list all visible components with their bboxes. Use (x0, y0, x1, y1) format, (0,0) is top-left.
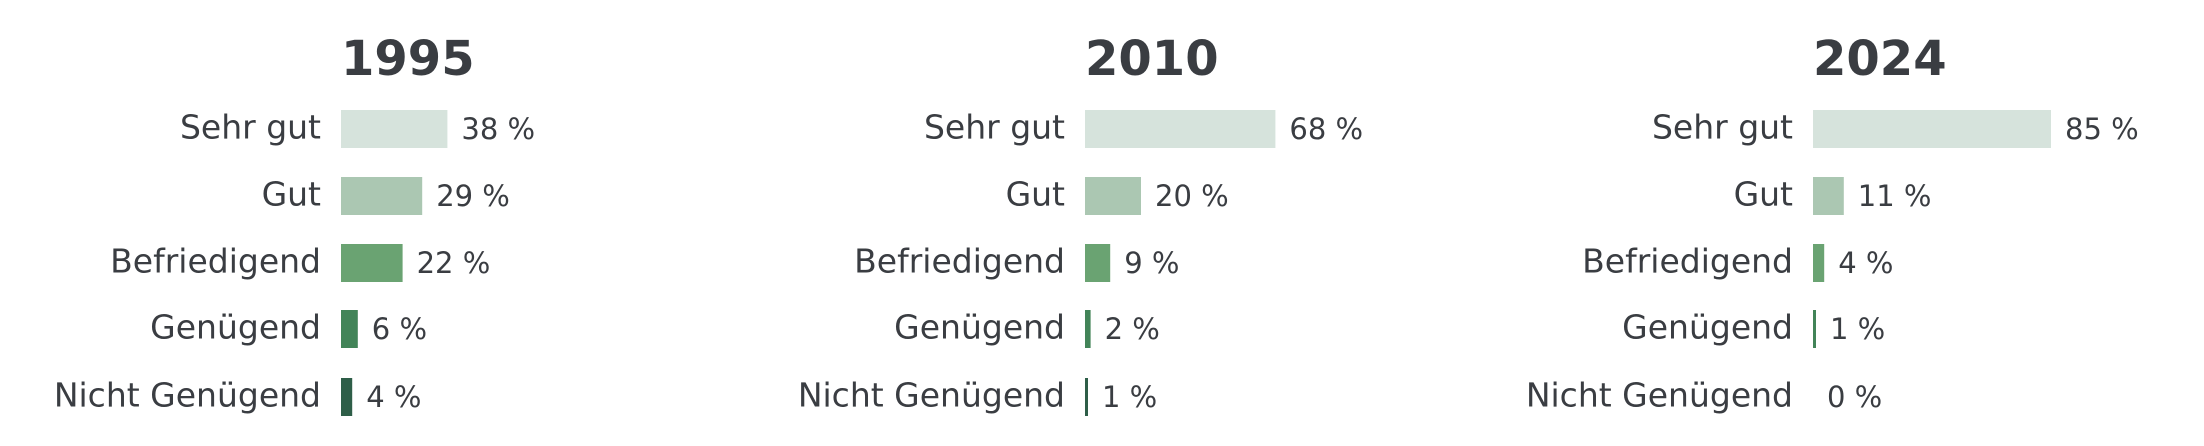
category-label: Nicht Genügend (1526, 376, 1793, 415)
data-label: 9 % (1124, 246, 1179, 280)
data-label: 68 % (1289, 112, 1363, 146)
chart-panel-2024: 2024 Sehr gut 85 % Gut 11 % Befriedigend 4 % Ge… (1526, 31, 2139, 415)
category-label: Genügend (1622, 308, 1793, 347)
data-label: 29 % (436, 179, 510, 213)
chart-panel-1995: 1995 Sehr gut 38 % Gut 29 % Befriedigend 22 % G… (54, 31, 535, 416)
chart-panel-2010: 2010 Sehr gut 68 % Gut 20 % Befriedigend 9 % Ge… (798, 31, 1363, 416)
bar (1085, 378, 1088, 416)
bar (341, 378, 353, 416)
bar (1085, 177, 1141, 215)
bar (1813, 177, 1844, 215)
data-label: 4 % (1838, 246, 1893, 280)
category-label: Nicht Genügend (798, 376, 1065, 415)
data-label: 6 % (372, 312, 427, 346)
data-label: 85 % (2065, 112, 2139, 146)
bar (1085, 310, 1091, 348)
category-label: Befriedigend (854, 242, 1065, 281)
data-label: 11 % (1858, 179, 1932, 213)
category-label: Genügend (150, 308, 321, 347)
bar (1813, 244, 1825, 282)
category-label: Sehr gut (180, 108, 321, 147)
bar (1813, 110, 2051, 148)
data-label: 2 % (1105, 312, 1160, 346)
panel-title: 1995 (341, 31, 475, 87)
bar (341, 310, 358, 348)
category-label: Befriedigend (1582, 242, 1793, 281)
bar (341, 177, 423, 215)
data-label: 1 % (1830, 312, 1885, 346)
category-label: Befriedigend (110, 242, 321, 281)
bar (1813, 310, 1816, 348)
category-label: Gut (1734, 175, 1793, 214)
panel-title: 2024 (1813, 31, 1947, 87)
category-label: Nicht Genügend (54, 376, 321, 415)
category-label: Gut (1006, 175, 1065, 214)
category-label: Sehr gut (924, 108, 1065, 147)
bar (341, 110, 448, 148)
bar (341, 244, 403, 282)
data-label: 1 % (1102, 380, 1157, 414)
bar (1085, 110, 1276, 148)
category-label: Sehr gut (1652, 108, 1793, 147)
data-label: 38 % (461, 112, 535, 146)
category-label: Gut (262, 175, 321, 214)
data-label: 4 % (366, 380, 421, 414)
data-label: 20 % (1155, 179, 1229, 213)
panel-title: 2010 (1085, 31, 1219, 87)
bar (1085, 244, 1111, 282)
data-label: 22 % (417, 246, 491, 280)
category-label: Genügend (894, 308, 1065, 347)
data-label: 0 % (1827, 380, 1882, 414)
